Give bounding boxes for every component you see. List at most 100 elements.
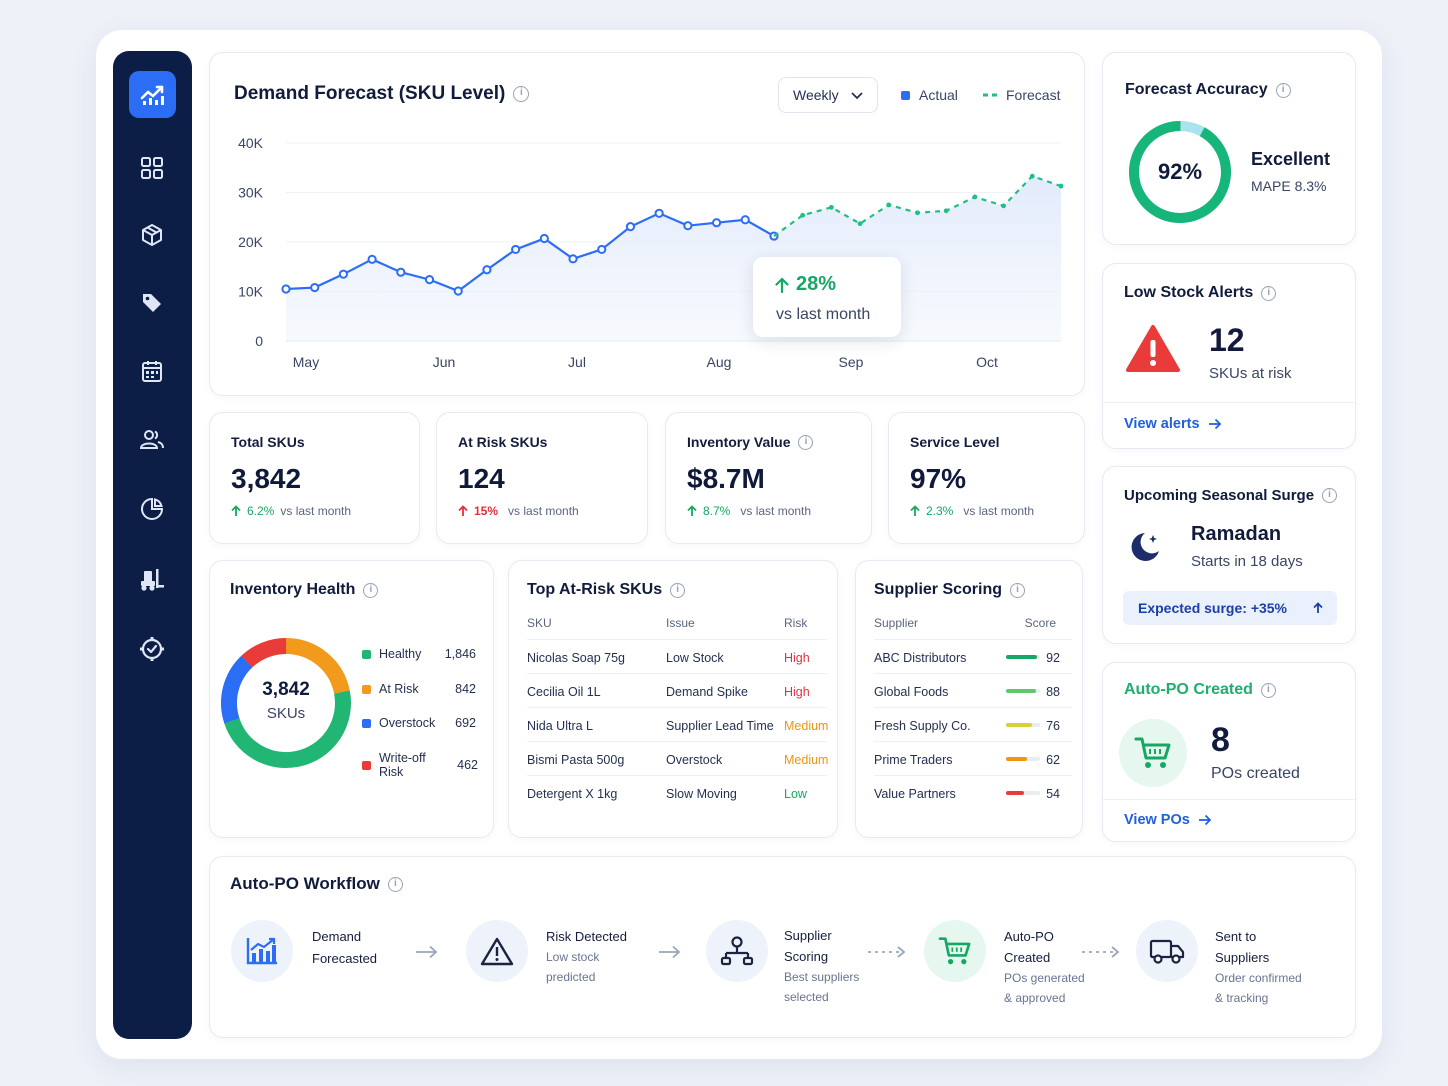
accuracy-value: 92% bbox=[1157, 159, 1203, 184]
table-row[interactable]: ABC Distributors 92 bbox=[874, 639, 1072, 673]
score-cell: 92 bbox=[1046, 651, 1060, 665]
seasonal-starts: Starts in 18 days bbox=[1191, 553, 1303, 570]
series-line-actual bbox=[285, 212, 775, 293]
sidebar-item-products[interactable] bbox=[137, 220, 167, 250]
kpi-card-at-risk-skus: At Risk SKUs 124 15% vs last month bbox=[436, 412, 648, 544]
table-row[interactable]: Bismi Pasta 500g Overstock Medium bbox=[527, 741, 828, 775]
legend-forecast: Forecast bbox=[983, 87, 1060, 103]
legend-forecast-label: Forecast bbox=[1006, 87, 1061, 103]
kpi-note: vs last month bbox=[508, 504, 579, 518]
table-row[interactable]: Cecilia Oil 1L Demand Spike High bbox=[527, 673, 827, 707]
kpi-value: 124 bbox=[458, 463, 505, 494]
issue-cell: Overstock bbox=[666, 753, 723, 767]
sidebar-item-analytics[interactable] bbox=[129, 71, 176, 118]
kpi-label: Service Level bbox=[910, 434, 1000, 450]
truck-icon bbox=[1149, 939, 1185, 964]
sidebar-item-reports[interactable] bbox=[137, 494, 167, 524]
warning-icon bbox=[1126, 325, 1180, 372]
health-donut bbox=[221, 638, 352, 768]
auto-po-workflow-card: Auto-PO Workflow i Demand Forecasted Ris… bbox=[209, 856, 1356, 1038]
grid-icon bbox=[141, 157, 163, 179]
sidebar-item-calendar[interactable] bbox=[137, 356, 167, 386]
view-pos-link[interactable]: View POs bbox=[1124, 812, 1212, 828]
autopo-title: Auto-PO Created bbox=[1124, 681, 1253, 698]
info-icon[interactable]: i bbox=[513, 86, 530, 102]
data-point-actual bbox=[396, 267, 406, 277]
info-icon[interactable]: i bbox=[1010, 582, 1026, 598]
column-header-supplier: Supplier bbox=[874, 616, 919, 630]
arrow-right-icon bbox=[1198, 814, 1212, 826]
info-icon[interactable]: i bbox=[1275, 82, 1291, 98]
sidebar-item-pricing[interactable] bbox=[137, 288, 167, 318]
info-icon[interactable]: i bbox=[1261, 285, 1277, 301]
kpi-value: 3,842 bbox=[231, 463, 302, 494]
score-bar bbox=[1006, 723, 1040, 727]
table-row[interactable]: Global Foods 88 bbox=[874, 673, 1072, 707]
data-point-actual bbox=[740, 215, 750, 225]
info-icon[interactable]: i bbox=[363, 582, 379, 598]
data-point-actual bbox=[367, 254, 377, 264]
table-row[interactable]: Value Partners 54 bbox=[874, 775, 1072, 809]
info-icon[interactable]: i bbox=[670, 582, 686, 598]
sku-cell: Nida Ultra L bbox=[527, 719, 593, 733]
health-center-value: 3,842 bbox=[262, 679, 310, 700]
score-cell: 62 bbox=[1046, 753, 1060, 767]
legend-item-at-risk: At Risk 842 bbox=[362, 682, 476, 696]
supplier-cell: ABC Distributors bbox=[874, 651, 967, 665]
arrow-right-icon bbox=[659, 945, 681, 959]
sidebar-item-grid[interactable] bbox=[137, 153, 167, 183]
data-point-actual bbox=[597, 244, 607, 255]
low-stock-alerts-card: Low Stock Alerts i 12 SKUs at risk View … bbox=[1102, 263, 1356, 449]
kpi-note: vs last month bbox=[280, 504, 352, 518]
risk-cell: High bbox=[784, 651, 810, 665]
health-title: Inventory Health bbox=[230, 581, 356, 598]
data-point-actual bbox=[482, 265, 492, 275]
top-at-risk-skus-card: Top At-Risk SKUs i SKU Issue Risk Nicola… bbox=[508, 560, 838, 838]
table-row[interactable]: Detergent X 1kg Slow Moving Low bbox=[527, 775, 827, 809]
supplier-cell: Prime Traders bbox=[874, 753, 953, 767]
network-icon bbox=[720, 936, 754, 966]
sidebar-item-users[interactable] bbox=[137, 424, 167, 454]
kpi-label: Inventory Value bbox=[687, 434, 791, 450]
x-tick-label: Sep bbox=[839, 354, 864, 370]
data-point-forecast bbox=[886, 202, 892, 208]
workflow-step-supplier-icon bbox=[706, 920, 768, 982]
risk-cell: Low bbox=[784, 787, 807, 801]
accuracy-title: Forecast Accuracy bbox=[1125, 81, 1268, 98]
supplier-scoring-card: Supplier Scoring i Supplier Score ABC Di… bbox=[855, 560, 1083, 838]
chevron-down-icon bbox=[851, 92, 863, 100]
table-row[interactable]: Fresh Supply Co. 76 bbox=[874, 707, 1072, 741]
sidebar-item-logistics[interactable] bbox=[137, 565, 167, 595]
info-icon[interactable]: i bbox=[798, 434, 814, 450]
table-row[interactable]: Prime Traders 62 bbox=[874, 741, 1072, 775]
cart-badge bbox=[1119, 719, 1187, 787]
auto-po-created-card: Auto-PO Created i 8 POs created View POs bbox=[1102, 662, 1356, 842]
table-row[interactable]: Nicolas Soap 75g Low Stock High bbox=[527, 639, 827, 673]
data-point-forecast bbox=[943, 208, 949, 214]
chart-trend-icon bbox=[140, 85, 164, 105]
score-cell: 76 bbox=[1046, 719, 1060, 733]
lowstock-count: 12 bbox=[1209, 322, 1245, 358]
sku-cell: Bismi Pasta 500g bbox=[527, 753, 625, 767]
arrow-up-icon bbox=[910, 505, 920, 516]
sidebar-item-settings[interactable] bbox=[137, 634, 167, 664]
period-select[interactable]: Weekly bbox=[778, 77, 878, 113]
info-icon[interactable]: i bbox=[1322, 488, 1338, 503]
info-icon[interactable]: i bbox=[1260, 682, 1276, 698]
arrow-right-icon bbox=[1208, 418, 1221, 430]
y-tick-label: 20K bbox=[238, 234, 264, 250]
kpi-label: Total SKUs bbox=[231, 434, 305, 450]
legend-item-write-off-risk: Write-off Risk 462 bbox=[362, 751, 478, 779]
info-icon[interactable]: i bbox=[387, 876, 403, 892]
x-tick-label: Jul bbox=[568, 354, 586, 370]
demand-forecast-card: Demand Forecast (SKU Level) i Weekly Act… bbox=[209, 52, 1085, 396]
view-alerts-link[interactable]: View alerts bbox=[1124, 416, 1222, 432]
growth-value: 28% bbox=[796, 273, 837, 295]
autopo-label: POs created bbox=[1211, 765, 1300, 782]
data-point-forecast bbox=[972, 194, 978, 200]
chart-icon bbox=[246, 937, 277, 965]
score-bar-fill bbox=[1006, 757, 1027, 761]
expected-surge-badge: Expected surge: +35% bbox=[1123, 591, 1337, 625]
table-row[interactable]: Nida Ultra L Supplier Lead Time Medium bbox=[527, 707, 828, 741]
forklift-icon bbox=[141, 569, 164, 591]
